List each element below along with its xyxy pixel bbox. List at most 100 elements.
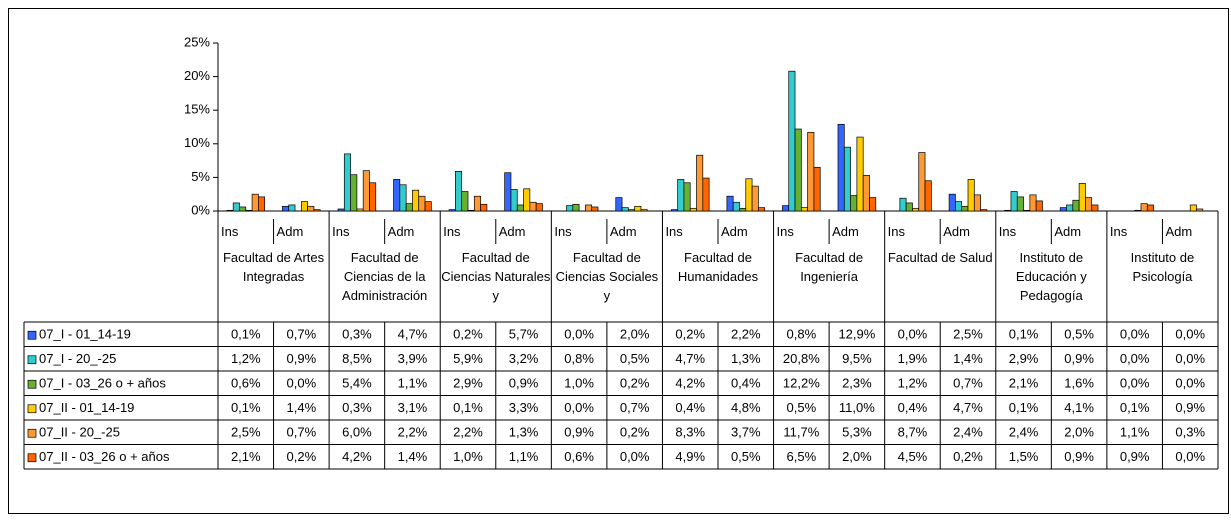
- bar: [677, 179, 685, 212]
- bar: [794, 128, 802, 212]
- value-label: 2,1%: [1009, 376, 1039, 391]
- bar: [899, 197, 907, 212]
- value-label: 0,9%: [1064, 351, 1094, 366]
- bar: [591, 206, 599, 212]
- value-label: 2,2%: [398, 425, 428, 440]
- value-label: 0,1%: [1009, 327, 1039, 342]
- value-label: 2,5%: [231, 425, 261, 440]
- bar: [467, 209, 475, 212]
- value-label: 8,5%: [342, 351, 372, 366]
- value-label: 2,3%: [842, 376, 872, 391]
- group-label: Facultad de Ciencias Sociales y: [555, 250, 659, 303]
- value-label: 1,0%: [453, 449, 483, 464]
- bar: [843, 146, 851, 212]
- bar: [813, 166, 821, 212]
- value-label: 0,0%: [1175, 351, 1205, 366]
- value-label: 0,1%: [231, 400, 261, 415]
- bar: [1059, 207, 1067, 212]
- bar: [258, 196, 266, 212]
- category-label: Ins: [777, 224, 795, 239]
- group-label: Instituto de Educación y Pedagogía: [1015, 250, 1087, 303]
- value-label: 0,0%: [1175, 376, 1205, 391]
- legend-swatch: [27, 453, 37, 463]
- value-label: 0,0%: [898, 327, 928, 342]
- value-label: 0,5%: [787, 400, 817, 415]
- category-label: Ins: [332, 224, 350, 239]
- legend-label: 07_II - 03_26 o + años: [39, 449, 170, 464]
- value-label: 4,7%: [675, 351, 705, 366]
- value-label: 1,2%: [231, 351, 261, 366]
- legend-swatch: [27, 428, 37, 438]
- bar: [1023, 209, 1031, 212]
- value-label: 0,1%: [1120, 400, 1150, 415]
- bar: [510, 189, 518, 212]
- legend-label: 07_II - 01_14-19: [39, 400, 134, 415]
- value-label: 1,1%: [509, 449, 539, 464]
- bar: [961, 205, 969, 212]
- value-label: 0,8%: [787, 327, 817, 342]
- value-label: 20,8%: [783, 351, 820, 366]
- bar: [1029, 194, 1037, 212]
- value-label: 4,5%: [898, 449, 928, 464]
- value-label: 5,4%: [342, 376, 372, 391]
- value-label: 5,9%: [453, 351, 483, 366]
- value-label: 2,9%: [1009, 351, 1039, 366]
- group-label: Instituto de Psicología: [1130, 250, 1195, 284]
- bar: [751, 185, 759, 212]
- value-label: 8,3%: [675, 425, 705, 440]
- bar: [1066, 204, 1074, 212]
- legend-label: 07_I - 03_26 o + años: [39, 376, 166, 391]
- value-label: 3,1%: [398, 400, 428, 415]
- value-label: 0,2%: [620, 425, 650, 440]
- bar: [1140, 203, 1148, 212]
- bar: [745, 178, 753, 212]
- value-label: 0,7%: [620, 400, 650, 415]
- value-label: 0,4%: [675, 400, 705, 415]
- value-label: 1,9%: [898, 351, 928, 366]
- value-label: 0,8%: [564, 351, 594, 366]
- category-label: Adm: [610, 224, 637, 239]
- bar: [1004, 209, 1012, 212]
- bar: [912, 207, 920, 212]
- bar: [689, 207, 697, 212]
- value-label: 1,5%: [1009, 449, 1039, 464]
- bar: [480, 203, 488, 212]
- legend-swatch: [27, 404, 37, 414]
- value-label: 1,3%: [731, 351, 761, 366]
- value-label: 0,7%: [287, 327, 317, 342]
- value-label: 0,3%: [1175, 425, 1205, 440]
- value-label: 3,2%: [509, 351, 539, 366]
- bar: [362, 170, 370, 212]
- bar: [788, 70, 796, 212]
- bar: [955, 201, 963, 212]
- value-label: 0,0%: [620, 449, 650, 464]
- category-label: Ins: [1110, 224, 1128, 239]
- value-label: 1,6%: [1064, 376, 1094, 391]
- bar: [732, 201, 740, 212]
- bar: [343, 153, 351, 212]
- value-label: 8,7%: [898, 425, 928, 440]
- value-label: 6,5%: [787, 449, 817, 464]
- category-label: Adm: [1054, 224, 1081, 239]
- bar: [424, 201, 432, 212]
- group-label: Facultad de Artes Integradas: [222, 250, 325, 284]
- bar: [800, 207, 808, 212]
- bar: [1196, 208, 1204, 212]
- value-label: 0,5%: [1064, 327, 1094, 342]
- bar: [850, 195, 858, 212]
- value-label: 3,3%: [509, 400, 539, 415]
- legend-label: 07_II - 20_-25: [39, 425, 120, 440]
- bar: [1134, 209, 1142, 212]
- value-label: 0,4%: [731, 376, 761, 391]
- bar: [973, 194, 981, 212]
- value-label: 4,1%: [1064, 400, 1094, 415]
- bar: [739, 207, 747, 212]
- bar: [1085, 197, 1093, 212]
- bar: [1091, 204, 1099, 212]
- value-label: 0,9%: [564, 425, 594, 440]
- value-label: 0,7%: [953, 376, 983, 391]
- bar: [670, 209, 678, 212]
- bar: [1072, 199, 1080, 212]
- bar: [869, 197, 877, 212]
